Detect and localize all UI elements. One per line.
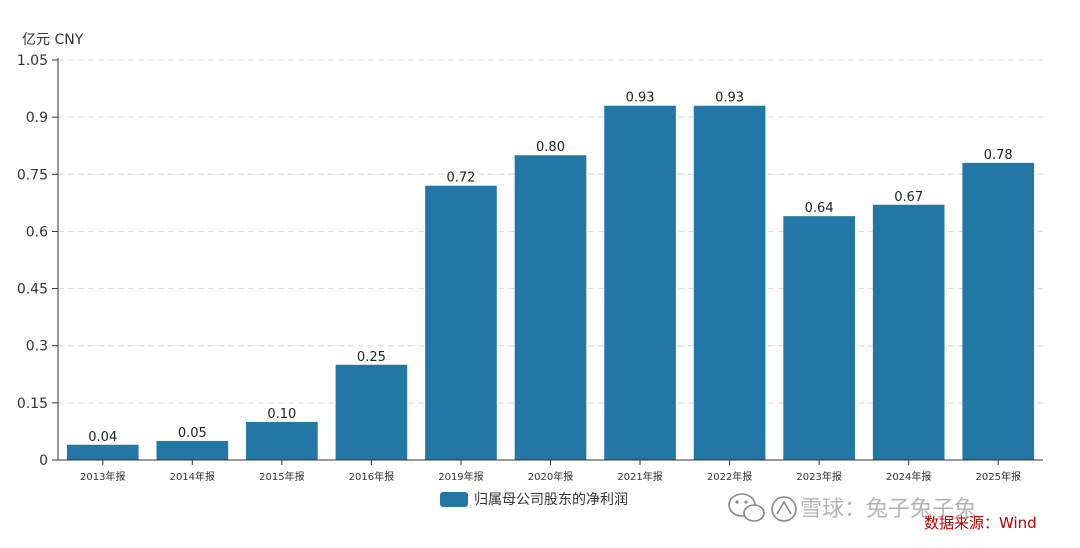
bar-2023年报[interactable]: [783, 216, 855, 460]
bar-2016年报[interactable]: [335, 364, 408, 460]
y-tick-label: 0.75: [17, 167, 48, 183]
x-tick-label: 2016年报: [349, 470, 394, 483]
watermark-text: 雪球：兔子兔子兔: [800, 497, 976, 522]
bar-2013年报[interactable]: [66, 444, 139, 460]
legend-label: 归属母公司股东的净利润: [474, 491, 628, 508]
snowball-logo-icon: [771, 496, 797, 522]
bar-2024年报[interactable]: [872, 204, 945, 460]
x-tick-label: 2020年报: [528, 470, 573, 483]
x-tick-label: 2014年报: [170, 470, 215, 483]
x-tick-label: 2013年报: [80, 470, 125, 483]
bar-2014年报[interactable]: [156, 440, 229, 460]
bar-value-label: 0.93: [626, 91, 655, 106]
y-tick-label: 0.9: [26, 110, 48, 126]
bars: 0.04 0.05 0.10 0.25 0.72 0.80 0.93 0.93 0.64 0.67…: [66, 91, 1035, 460]
bar-value-label: 0.64: [805, 201, 834, 216]
data-source-note: 数据来源：Wind: [924, 514, 1037, 532]
bar-value-label: 0.05: [178, 426, 207, 441]
bar-value-label: 0.93: [715, 91, 744, 106]
bar-2015年报[interactable]: [246, 421, 318, 460]
bar-2021年报[interactable]: [604, 105, 676, 460]
y-axis: 0 0.15 0.3 0.45 0.6 0.75 0.9 1.05: [17, 53, 59, 469]
bar-value-label: 0.04: [88, 430, 117, 445]
x-tick-label: 2025年报: [976, 470, 1021, 483]
bar-2020年报[interactable]: [514, 155, 587, 460]
bar-value-label: 0.72: [446, 171, 475, 186]
x-tick-label: 2023年报: [796, 470, 841, 483]
y-tick-label: 0.3: [26, 339, 48, 355]
bar-value-label: 0.78: [984, 148, 1013, 163]
x-tick-label: 2024年报: [886, 470, 931, 483]
bar-value-label: 0.67: [894, 190, 923, 205]
bar-2025年报[interactable]: [962, 162, 1035, 460]
y-axis-unit-label: 亿元 CNY: [22, 32, 84, 48]
y-tick-label: 0.6: [26, 224, 48, 240]
wechat-icon: [728, 493, 765, 522]
x-tick-label: 2022年报: [707, 470, 752, 483]
legend[interactable]: 归属母公司股东的净利润: [440, 491, 628, 508]
y-tick-label: 0: [39, 453, 48, 469]
bar-2019年报[interactable]: [425, 185, 497, 460]
bar-2022年报[interactable]: [693, 105, 766, 460]
bar-value-label: 0.10: [267, 407, 296, 422]
x-tick-label: 2019年报: [438, 470, 483, 483]
bar-value-label: 0.25: [357, 350, 386, 365]
legend-swatch: [440, 492, 468, 507]
x-tick-label: 2015年报: [259, 470, 304, 483]
bar-value-label: 0.80: [536, 140, 565, 155]
x-tick-label: 2021年报: [617, 470, 662, 483]
x-axis: 2013年报 2014年报 2015年报 2016年报 2019年报 2020年报 2021…: [58, 459, 1043, 483]
y-tick-label: 0.45: [17, 282, 48, 298]
y-tick-label: 1.05: [17, 53, 48, 69]
y-tick-label: 0.15: [17, 396, 48, 412]
